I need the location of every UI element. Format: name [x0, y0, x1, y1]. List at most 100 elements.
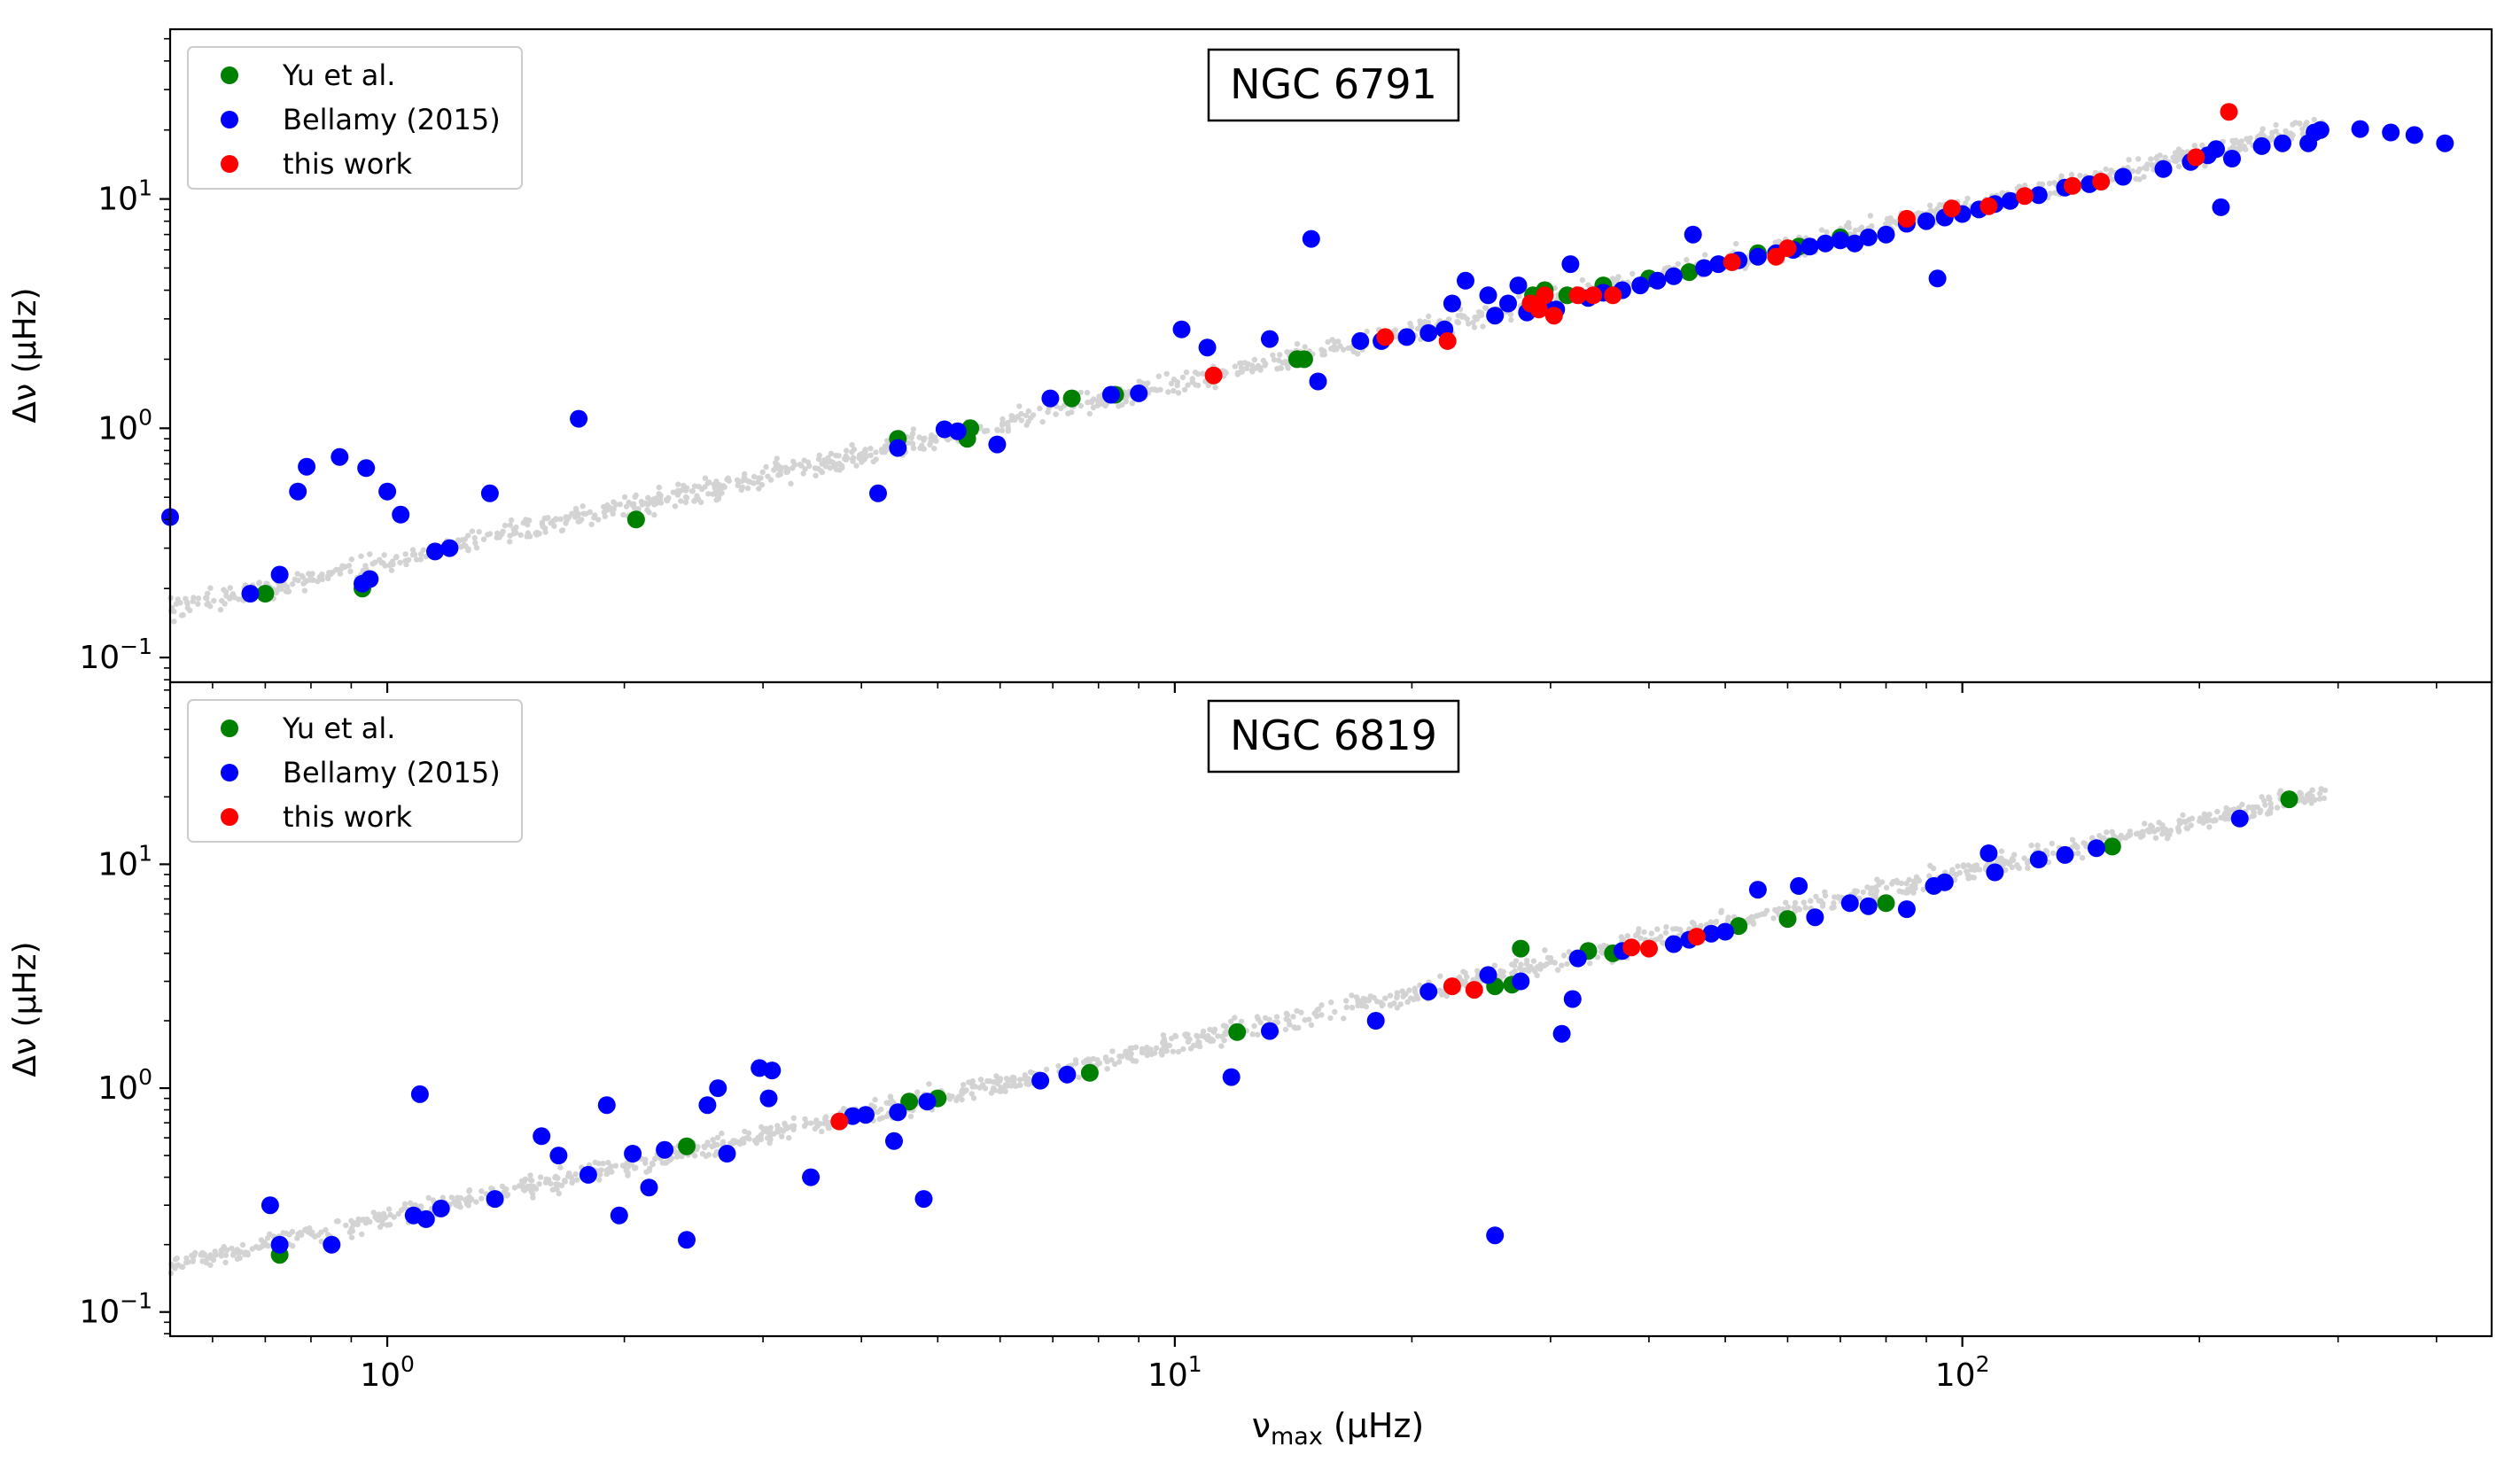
background-point: [1327, 1015, 1334, 1022]
data-point: [1631, 276, 1650, 295]
background-point: [542, 529, 548, 535]
background-point: [2309, 787, 2315, 793]
background-point: [929, 434, 936, 440]
background-point: [926, 1081, 932, 1087]
background-point: [606, 1165, 612, 1172]
background-point: [1466, 321, 1472, 327]
background-point: [533, 532, 540, 538]
background-point: [720, 483, 727, 489]
data-point: [1366, 1012, 1385, 1030]
background-point: [1027, 1069, 1034, 1076]
background-point: [409, 552, 416, 558]
background-point: [1796, 906, 1803, 913]
background-point: [1445, 316, 1452, 323]
background-point: [2175, 828, 2182, 834]
data-point: [759, 1089, 778, 1108]
background-point: [1169, 1035, 1175, 1042]
background-point: [2073, 844, 2080, 850]
background-point: [1404, 999, 1411, 1006]
background-point: [731, 1139, 737, 1147]
background-point: [1928, 207, 1935, 214]
data-point: [1457, 271, 1474, 290]
background-point: [1755, 912, 1762, 919]
background-point: [2157, 152, 2163, 159]
legend-label: Yu et al.: [282, 712, 395, 745]
background-point: [1955, 863, 1961, 869]
background-point: [1894, 877, 1900, 883]
background-point: [1464, 315, 1470, 323]
background-point: [1127, 1055, 1134, 1062]
background-point: [788, 480, 794, 486]
background-point: [691, 483, 698, 489]
data-point: [1443, 294, 1461, 313]
background-point: [1843, 222, 1850, 229]
background-point: [1801, 899, 1808, 906]
background-point: [469, 528, 476, 534]
background-point: [2046, 180, 2053, 187]
data-point: [2064, 176, 2081, 195]
background-point: [2077, 172, 2083, 179]
background-point: [1159, 1052, 1165, 1058]
background-point: [2273, 121, 2279, 128]
data-point: [2029, 186, 2048, 205]
background-point: [572, 1170, 579, 1178]
background-point: [1394, 994, 1400, 1001]
data-point: [1584, 286, 1603, 305]
background-point: [619, 1163, 626, 1169]
data-point: [1806, 908, 1824, 927]
background-point: [999, 420, 1006, 426]
data-point: [1499, 294, 1517, 313]
data-point: [1512, 972, 1530, 991]
data-point: [270, 565, 289, 584]
background-point: [527, 1172, 533, 1178]
background-point: [306, 571, 312, 577]
background-point: [318, 1239, 324, 1245]
series-this-work: [1204, 103, 2238, 385]
title-box-border: [1207, 699, 1460, 774]
data-point: [914, 1190, 933, 1209]
background-point: [872, 1096, 878, 1103]
data-point: [1198, 338, 1217, 357]
background-point: [1541, 962, 1548, 969]
data-point: [1604, 286, 1622, 305]
background-point: [2251, 813, 2257, 819]
background-point: [2302, 122, 2309, 128]
background-point: [706, 479, 712, 486]
background-point: [420, 547, 426, 553]
background-point: [2148, 156, 2154, 162]
background-point: [380, 560, 386, 566]
background-point: [1221, 1038, 1227, 1044]
background-point: [1200, 370, 1206, 377]
background-point: [1341, 1015, 1347, 1022]
background-point: [425, 1194, 432, 1201]
background-point: [183, 1259, 190, 1266]
background-point: [873, 449, 879, 455]
axes-frame: [168, 680, 2493, 1338]
background-point: [439, 1194, 446, 1201]
background-point: [1816, 898, 1824, 905]
data-point: [1664, 267, 1683, 285]
background-point: [1073, 1061, 1079, 1067]
background-point: [1308, 1022, 1315, 1029]
legend-marker: [221, 155, 238, 173]
background-point: [2146, 828, 2152, 835]
background-point: [2298, 790, 2305, 797]
background-point: [485, 532, 491, 538]
background-point: [767, 1124, 774, 1131]
background-point: [174, 1255, 180, 1262]
data-point: [416, 1209, 435, 1228]
background-point: [1462, 978, 1468, 985]
background-point: [2079, 854, 2086, 861]
background-point: [358, 553, 364, 559]
background-point: [1018, 410, 1024, 417]
background-point: [2021, 855, 2027, 861]
data-point: [1261, 1022, 1279, 1040]
background-point: [592, 512, 598, 518]
background-point: [1151, 386, 1158, 393]
background-point: [801, 1123, 808, 1130]
background-point: [2183, 818, 2189, 825]
background-point: [1128, 1051, 1134, 1057]
data-point: [1376, 328, 1395, 346]
background-point: [2183, 825, 2189, 831]
background-point: [696, 484, 702, 490]
